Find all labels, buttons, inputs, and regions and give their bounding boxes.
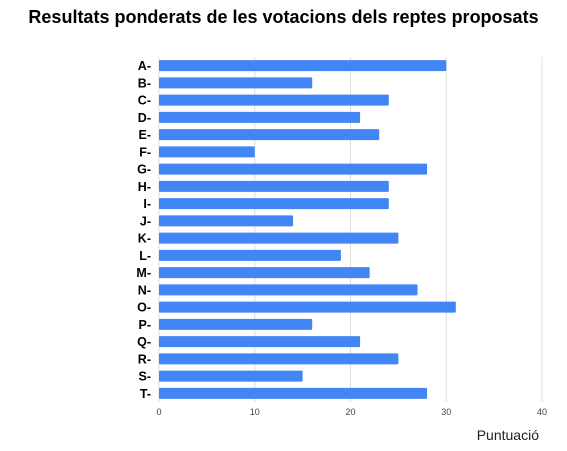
bar-k bbox=[159, 232, 399, 244]
category-label: F- bbox=[139, 145, 151, 159]
category-label: H- bbox=[138, 180, 151, 194]
category-label: P- bbox=[139, 318, 152, 332]
bar-d bbox=[159, 111, 361, 123]
bar-n bbox=[159, 284, 418, 296]
bar-l bbox=[159, 249, 341, 261]
category-labels: A- B- C- D- E- F- G- H- I- J- K- L- M- N- O- P- Q- R- S- T- bbox=[136, 59, 151, 401]
category-label: D- bbox=[138, 111, 151, 125]
x-tick-label: 20 bbox=[345, 407, 355, 417]
bar-c bbox=[159, 94, 389, 106]
category-label: A- bbox=[138, 59, 151, 73]
category-label: G- bbox=[137, 163, 151, 177]
x-tick-label: 30 bbox=[441, 407, 451, 417]
gridlines bbox=[158, 57, 543, 402]
category-label: R- bbox=[138, 352, 151, 366]
category-label: Q- bbox=[137, 335, 151, 349]
chart-title: Resultats ponderats de les votacions del… bbox=[28, 7, 539, 27]
category-label: S- bbox=[139, 370, 152, 384]
x-tick-label: 0 bbox=[156, 407, 161, 417]
category-label: N- bbox=[138, 283, 151, 297]
category-label: J- bbox=[140, 214, 151, 228]
bars bbox=[159, 60, 456, 399]
bar-f bbox=[159, 146, 255, 158]
bar-r bbox=[159, 353, 399, 365]
bar-e bbox=[159, 129, 380, 141]
category-label: B- bbox=[138, 76, 151, 90]
bar-p bbox=[159, 318, 313, 330]
category-label: I- bbox=[143, 197, 151, 211]
category-label: C- bbox=[138, 94, 151, 108]
bar-i bbox=[159, 198, 389, 210]
category-label: O- bbox=[137, 301, 151, 315]
category-label: L- bbox=[139, 249, 151, 263]
bar-q bbox=[159, 336, 361, 348]
bar-o bbox=[159, 301, 456, 313]
x-tick-label: 10 bbox=[250, 407, 260, 417]
bar-t bbox=[159, 387, 428, 399]
bar-s bbox=[159, 370, 303, 382]
category-label: M- bbox=[136, 266, 151, 280]
x-axis-title: Puntuació bbox=[477, 427, 539, 443]
category-label: E- bbox=[139, 128, 152, 142]
bar-m bbox=[159, 267, 370, 279]
category-label: K- bbox=[138, 232, 151, 246]
bar-a bbox=[159, 60, 447, 72]
bar-h bbox=[159, 180, 389, 192]
bar-g bbox=[159, 163, 428, 175]
x-tick-label: 40 bbox=[537, 407, 547, 417]
category-label: T- bbox=[140, 387, 151, 401]
x-tick-labels: 0 10 20 30 40 bbox=[156, 407, 547, 417]
bar-b bbox=[159, 77, 313, 89]
bar-j bbox=[159, 215, 294, 227]
